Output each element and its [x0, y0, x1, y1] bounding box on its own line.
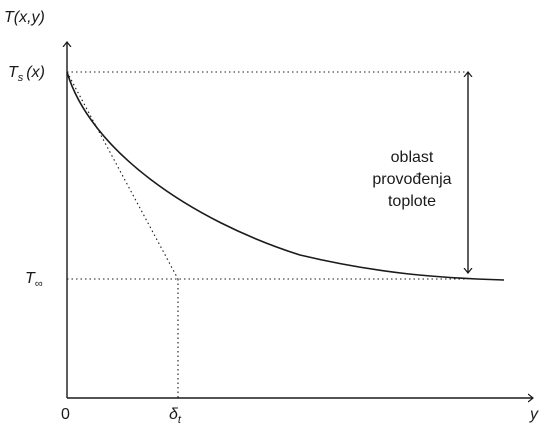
delta-t-label: δt: [169, 406, 182, 424]
annotation-line-3: toplote: [388, 193, 436, 210]
annotation-line-1: oblast: [391, 149, 434, 166]
t-infinity-label: T∞: [25, 270, 43, 290]
tangent-line: [66, 71, 179, 280]
temperature-profile-curve: [66, 71, 505, 281]
annotation-line-2: provođenja: [372, 171, 451, 188]
origin-label: 0: [61, 406, 70, 423]
ts-label: Ts (x): [8, 64, 45, 84]
y-axis-label: T(x,y): [4, 9, 45, 26]
x-axis-label: y: [529, 406, 539, 423]
